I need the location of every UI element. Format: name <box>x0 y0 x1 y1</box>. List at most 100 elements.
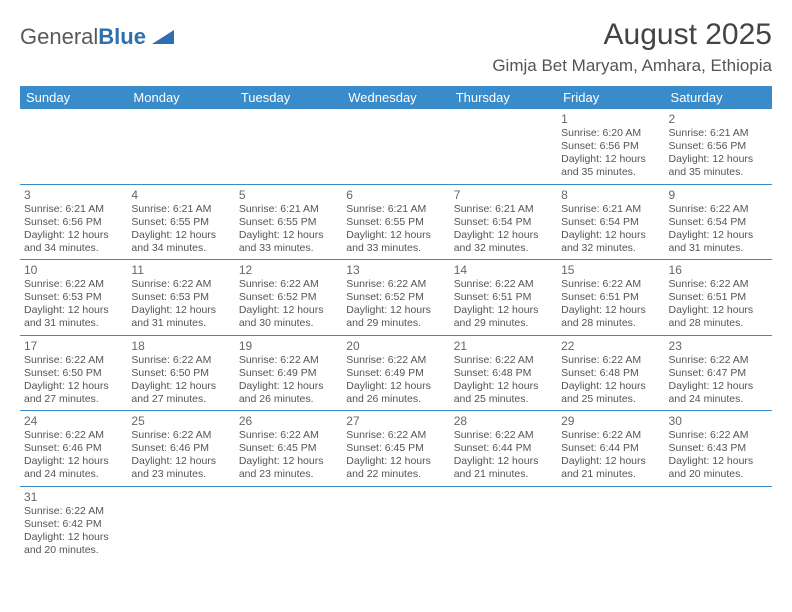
day-info: Sunrise: 6:22 AMSunset: 6:47 PMDaylight:… <box>669 354 768 407</box>
calendar-table: SundayMondayTuesdayWednesdayThursdayFrid… <box>20 86 772 561</box>
day-number: 23 <box>669 339 768 353</box>
calendar-day: 11Sunrise: 6:22 AMSunset: 6:53 PMDayligh… <box>127 260 234 336</box>
calendar-day: 8Sunrise: 6:21 AMSunset: 6:54 PMDaylight… <box>557 184 664 260</box>
day-number: 2 <box>669 112 768 126</box>
calendar-day: 16Sunrise: 6:22 AMSunset: 6:51 PMDayligh… <box>665 260 772 336</box>
calendar-empty <box>665 486 772 561</box>
day-number: 5 <box>239 188 338 202</box>
day-number: 6 <box>346 188 445 202</box>
day-info: Sunrise: 6:22 AMSunset: 6:45 PMDaylight:… <box>346 429 445 482</box>
day-info: Sunrise: 6:22 AMSunset: 6:54 PMDaylight:… <box>669 203 768 256</box>
day-number: 24 <box>24 414 123 428</box>
day-number: 31 <box>24 490 123 504</box>
calendar-head: SundayMondayTuesdayWednesdayThursdayFrid… <box>20 86 772 109</box>
weekday-header: Sunday <box>20 86 127 109</box>
calendar-day: 7Sunrise: 6:21 AMSunset: 6:54 PMDaylight… <box>450 184 557 260</box>
day-info: Sunrise: 6:21 AMSunset: 6:56 PMDaylight:… <box>24 203 123 256</box>
logo-text: GeneralBlue <box>20 24 146 50</box>
day-number: 29 <box>561 414 660 428</box>
day-number: 21 <box>454 339 553 353</box>
weekday-header: Friday <box>557 86 664 109</box>
day-info: Sunrise: 6:22 AMSunset: 6:51 PMDaylight:… <box>454 278 553 331</box>
calendar-day: 17Sunrise: 6:22 AMSunset: 6:50 PMDayligh… <box>20 335 127 411</box>
calendar-day: 2Sunrise: 6:21 AMSunset: 6:56 PMDaylight… <box>665 109 772 184</box>
weekday-header: Monday <box>127 86 234 109</box>
day-number: 30 <box>669 414 768 428</box>
calendar-empty <box>342 109 449 184</box>
day-number: 25 <box>131 414 230 428</box>
calendar-day: 9Sunrise: 6:22 AMSunset: 6:54 PMDaylight… <box>665 184 772 260</box>
calendar-day: 25Sunrise: 6:22 AMSunset: 6:46 PMDayligh… <box>127 411 234 487</box>
calendar-day: 19Sunrise: 6:22 AMSunset: 6:49 PMDayligh… <box>235 335 342 411</box>
day-info: Sunrise: 6:21 AMSunset: 6:56 PMDaylight:… <box>669 127 768 180</box>
calendar-empty <box>450 486 557 561</box>
calendar-day: 14Sunrise: 6:22 AMSunset: 6:51 PMDayligh… <box>450 260 557 336</box>
calendar-body: 1Sunrise: 6:20 AMSunset: 6:56 PMDaylight… <box>20 109 772 561</box>
day-number: 12 <box>239 263 338 277</box>
day-info: Sunrise: 6:21 AMSunset: 6:54 PMDaylight:… <box>454 203 553 256</box>
day-number: 13 <box>346 263 445 277</box>
title-block: August 2025 Gimja Bet Maryam, Amhara, Et… <box>492 18 772 76</box>
day-info: Sunrise: 6:22 AMSunset: 6:49 PMDaylight:… <box>346 354 445 407</box>
calendar-empty <box>127 486 234 561</box>
calendar-empty <box>235 486 342 561</box>
location-text: Gimja Bet Maryam, Amhara, Ethiopia <box>492 56 772 76</box>
calendar-day: 22Sunrise: 6:22 AMSunset: 6:48 PMDayligh… <box>557 335 664 411</box>
calendar-day: 1Sunrise: 6:20 AMSunset: 6:56 PMDaylight… <box>557 109 664 184</box>
calendar-empty <box>127 109 234 184</box>
day-info: Sunrise: 6:22 AMSunset: 6:50 PMDaylight:… <box>24 354 123 407</box>
day-number: 22 <box>561 339 660 353</box>
day-number: 16 <box>669 263 768 277</box>
day-info: Sunrise: 6:22 AMSunset: 6:50 PMDaylight:… <box>131 354 230 407</box>
day-info: Sunrise: 6:22 AMSunset: 6:44 PMDaylight:… <box>561 429 660 482</box>
calendar-day: 3Sunrise: 6:21 AMSunset: 6:56 PMDaylight… <box>20 184 127 260</box>
day-info: Sunrise: 6:22 AMSunset: 6:52 PMDaylight:… <box>346 278 445 331</box>
calendar-day: 21Sunrise: 6:22 AMSunset: 6:48 PMDayligh… <box>450 335 557 411</box>
calendar-empty <box>342 486 449 561</box>
day-info: Sunrise: 6:21 AMSunset: 6:54 PMDaylight:… <box>561 203 660 256</box>
day-number: 15 <box>561 263 660 277</box>
logo-suffix: Blue <box>98 24 146 50</box>
day-info: Sunrise: 6:22 AMSunset: 6:48 PMDaylight:… <box>561 354 660 407</box>
day-info: Sunrise: 6:21 AMSunset: 6:55 PMDaylight:… <box>239 203 338 256</box>
day-number: 9 <box>669 188 768 202</box>
calendar-day: 5Sunrise: 6:21 AMSunset: 6:55 PMDaylight… <box>235 184 342 260</box>
calendar-day: 20Sunrise: 6:22 AMSunset: 6:49 PMDayligh… <box>342 335 449 411</box>
calendar-day: 30Sunrise: 6:22 AMSunset: 6:43 PMDayligh… <box>665 411 772 487</box>
day-info: Sunrise: 6:22 AMSunset: 6:46 PMDaylight:… <box>131 429 230 482</box>
month-title: August 2025 <box>492 18 772 52</box>
day-info: Sunrise: 6:22 AMSunset: 6:45 PMDaylight:… <box>239 429 338 482</box>
day-info: Sunrise: 6:22 AMSunset: 6:42 PMDaylight:… <box>24 505 123 558</box>
day-info: Sunrise: 6:22 AMSunset: 6:53 PMDaylight:… <box>24 278 123 331</box>
weekday-header: Wednesday <box>342 86 449 109</box>
day-info: Sunrise: 6:22 AMSunset: 6:52 PMDaylight:… <box>239 278 338 331</box>
calendar-empty <box>20 109 127 184</box>
day-number: 26 <box>239 414 338 428</box>
day-number: 8 <box>561 188 660 202</box>
day-info: Sunrise: 6:22 AMSunset: 6:46 PMDaylight:… <box>24 429 123 482</box>
day-info: Sunrise: 6:22 AMSunset: 6:51 PMDaylight:… <box>669 278 768 331</box>
calendar-empty <box>557 486 664 561</box>
day-number: 7 <box>454 188 553 202</box>
day-number: 18 <box>131 339 230 353</box>
day-number: 17 <box>24 339 123 353</box>
day-info: Sunrise: 6:20 AMSunset: 6:56 PMDaylight:… <box>561 127 660 180</box>
calendar-day: 23Sunrise: 6:22 AMSunset: 6:47 PMDayligh… <box>665 335 772 411</box>
weekday-header: Tuesday <box>235 86 342 109</box>
day-info: Sunrise: 6:22 AMSunset: 6:49 PMDaylight:… <box>239 354 338 407</box>
calendar-day: 31Sunrise: 6:22 AMSunset: 6:42 PMDayligh… <box>20 486 127 561</box>
calendar-day: 24Sunrise: 6:22 AMSunset: 6:46 PMDayligh… <box>20 411 127 487</box>
day-number: 11 <box>131 263 230 277</box>
day-number: 19 <box>239 339 338 353</box>
logo-prefix: General <box>20 24 98 50</box>
calendar-day: 12Sunrise: 6:22 AMSunset: 6:52 PMDayligh… <box>235 260 342 336</box>
calendar-day: 10Sunrise: 6:22 AMSunset: 6:53 PMDayligh… <box>20 260 127 336</box>
calendar-day: 29Sunrise: 6:22 AMSunset: 6:44 PMDayligh… <box>557 411 664 487</box>
calendar-day: 27Sunrise: 6:22 AMSunset: 6:45 PMDayligh… <box>342 411 449 487</box>
weekday-header: Saturday <box>665 86 772 109</box>
day-info: Sunrise: 6:22 AMSunset: 6:53 PMDaylight:… <box>131 278 230 331</box>
day-number: 3 <box>24 188 123 202</box>
calendar-day: 18Sunrise: 6:22 AMSunset: 6:50 PMDayligh… <box>127 335 234 411</box>
day-info: Sunrise: 6:22 AMSunset: 6:51 PMDaylight:… <box>561 278 660 331</box>
calendar-day: 15Sunrise: 6:22 AMSunset: 6:51 PMDayligh… <box>557 260 664 336</box>
